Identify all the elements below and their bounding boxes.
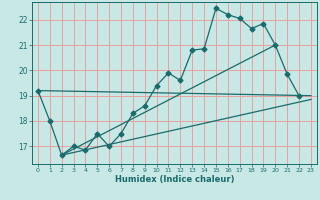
X-axis label: Humidex (Indice chaleur): Humidex (Indice chaleur) <box>115 175 234 184</box>
